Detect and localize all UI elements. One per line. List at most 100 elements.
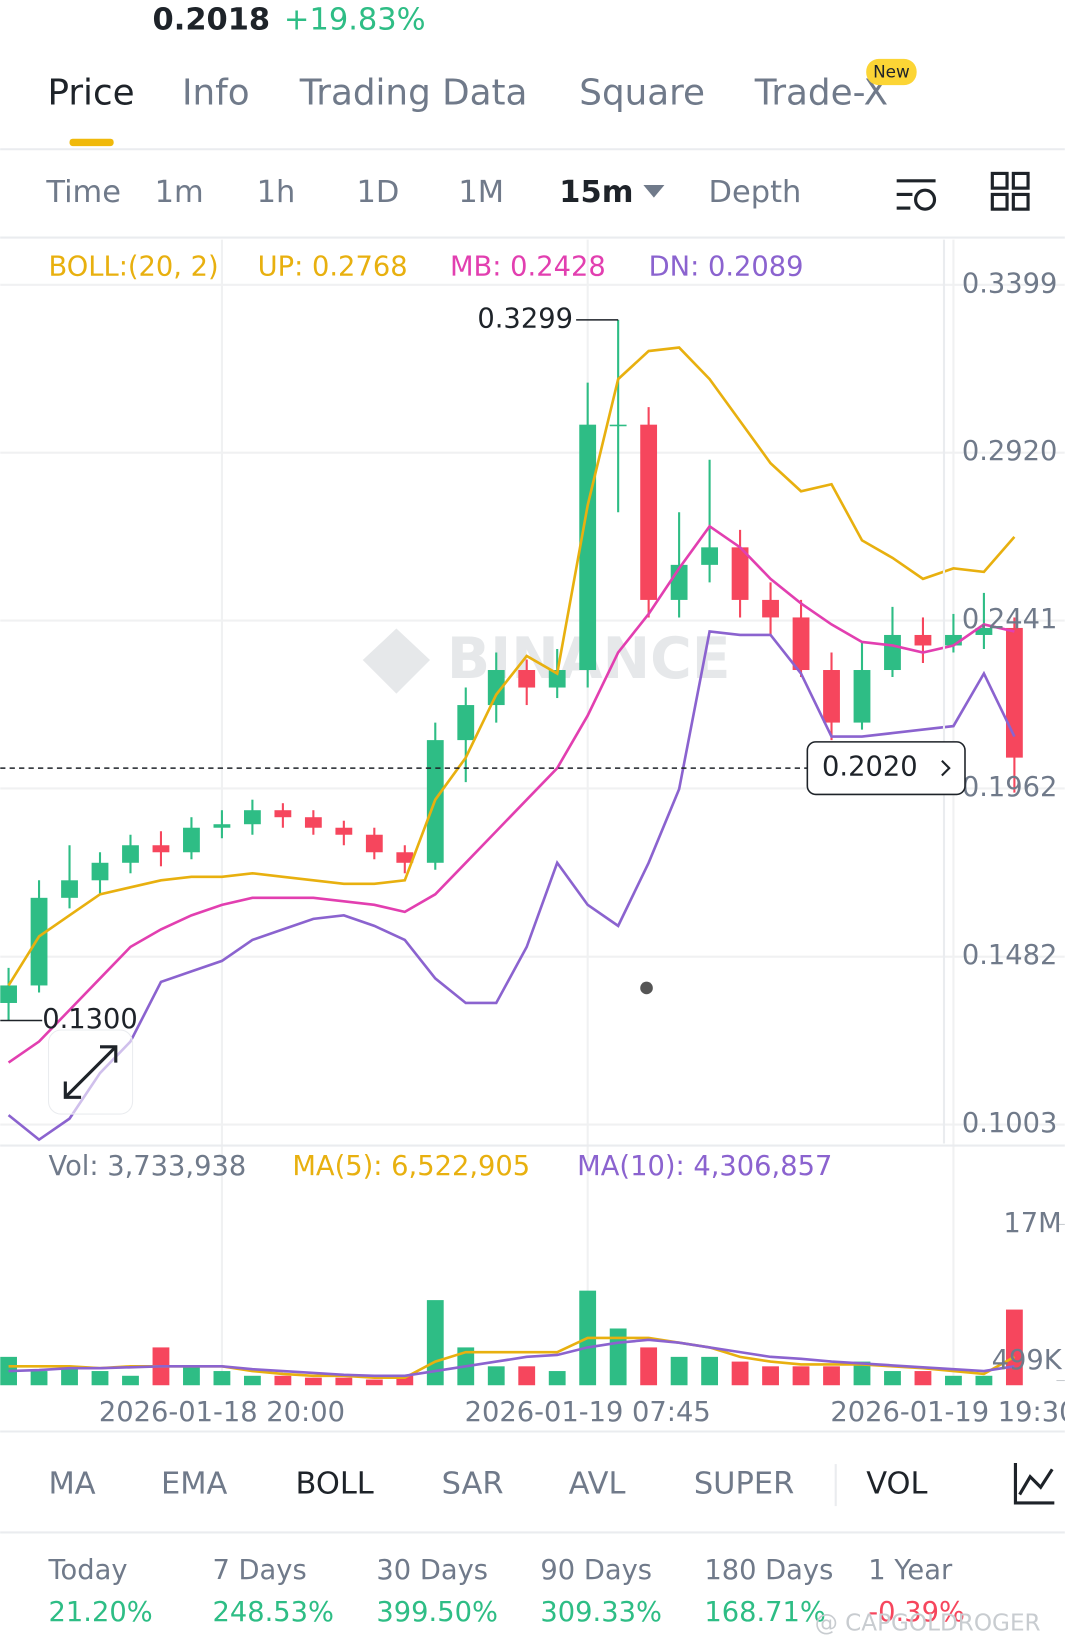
candle-body	[243, 810, 261, 825]
volume-bar	[731, 1361, 749, 1386]
interval[interactable]: 1M	[458, 175, 504, 210]
volume-bar	[975, 1375, 993, 1386]
interval[interactable]: 15m	[559, 175, 633, 210]
tab-underline	[69, 138, 114, 147]
candle-body	[731, 547, 749, 600]
volume-bar	[762, 1366, 779, 1386]
interval[interactable]: 1D	[356, 175, 399, 210]
volume-bar	[914, 1371, 932, 1386]
candle-body	[518, 670, 536, 688]
expand-icon[interactable]	[63, 1045, 118, 1099]
indicator[interactable]: SUPER	[694, 1467, 794, 1502]
vol-legend: MA(5): 6,522,905	[292, 1151, 530, 1182]
interval[interactable]: 1m	[155, 175, 204, 210]
tab[interactable]: Trading Data	[299, 73, 528, 114]
chart-icon[interactable]	[1013, 1463, 1055, 1505]
period-value: 168.71%	[704, 1597, 826, 1628]
boll-line	[7, 630, 1016, 1142]
volume-bar	[30, 1371, 48, 1386]
boll-legend: MB: 0.2428	[450, 252, 606, 283]
boll-legend: UP: 0.2768	[258, 252, 408, 283]
y-tick-label: 17M	[1003, 1208, 1061, 1239]
indicator[interactable]: VOL	[866, 1467, 927, 1502]
candle-body	[0, 985, 17, 1003]
x-tick-label: 2026-01-19 19:30	[830, 1397, 1065, 1428]
indicator[interactable]: BOLL	[295, 1467, 373, 1502]
period-label: 90 Days	[540, 1555, 652, 1586]
volume-bar	[335, 1377, 353, 1386]
y-tick-label: 0.3399	[962, 268, 1058, 299]
candle-body	[823, 670, 840, 723]
period-label: 7 Days	[212, 1555, 306, 1586]
candle-body	[945, 634, 962, 646]
settings-icon[interactable]	[896, 179, 937, 211]
badge	[866, 58, 917, 86]
interval[interactable]: 1h	[257, 175, 296, 210]
volume-bar	[122, 1375, 139, 1386]
tab[interactable]: Info	[182, 73, 250, 114]
candle-body	[1005, 627, 1023, 758]
volume-bar	[853, 1361, 871, 1386]
candle-body	[609, 424, 627, 427]
interval[interactable]: Time	[45, 175, 121, 210]
candle-body	[640, 424, 658, 600]
candle-body	[152, 845, 170, 853]
period-label: 1 Year	[868, 1555, 953, 1586]
volume-plot	[0, 1290, 1023, 1386]
tab[interactable]: Square	[579, 73, 705, 114]
layout-icon[interactable]	[990, 171, 1030, 211]
vol-legend: Vol: 3,733,938	[49, 1151, 247, 1182]
candle-body	[975, 627, 993, 635]
volume-bar	[487, 1366, 505, 1386]
candle-body	[853, 670, 871, 723]
candle-body	[304, 817, 322, 828]
candle-body	[884, 634, 901, 671]
indicator[interactable]: EMA	[161, 1467, 228, 1502]
period-value: 399.50%	[376, 1597, 498, 1628]
candle-body	[61, 880, 78, 898]
x-tick-label: 2026-01-19 07:45	[465, 1397, 711, 1428]
candle-body	[30, 897, 48, 986]
tab[interactable]: Price	[47, 73, 134, 114]
candle-body	[487, 670, 505, 706]
dropdown-icon[interactable]	[643, 184, 665, 198]
indicator[interactable]: AVL	[569, 1467, 626, 1502]
chevron	[941, 760, 951, 777]
candle-body	[122, 845, 139, 863]
candle-body	[396, 852, 414, 863]
volume-bar	[396, 1375, 414, 1386]
boll-line	[7, 346, 1016, 987]
vol-legend: MA(10): 4,306,857	[577, 1151, 832, 1182]
volume-bar	[0, 1356, 17, 1386]
candle-body	[762, 599, 779, 618]
interval[interactable]: Depth	[709, 175, 802, 210]
volume-bar	[884, 1371, 901, 1386]
performance: Today 21.20% 7 Days 248.53% 30 Days 399.50% 90…	[48, 1555, 965, 1628]
volume-bar	[640, 1347, 658, 1386]
high-marker-label: 0.3299	[477, 303, 573, 334]
volume-bar	[548, 1371, 566, 1386]
period-label: Today	[48, 1555, 128, 1586]
price-change: +19.83%	[284, 3, 426, 38]
candle-body	[548, 670, 566, 688]
period-label: 180 Days	[704, 1555, 833, 1586]
y-tick-label: 0.1003	[962, 1108, 1058, 1139]
y-tick-label: 0.2441	[962, 604, 1058, 635]
indicator[interactable]: SAR	[442, 1467, 504, 1502]
volume-bar	[518, 1366, 536, 1386]
indicator[interactable]: MA	[49, 1467, 96, 1502]
boll-legend: DN: 0.2089	[649, 252, 804, 283]
candle-body	[792, 617, 810, 671]
last-price-tag[interactable]	[806, 741, 966, 796]
period-value: 309.33%	[540, 1597, 662, 1628]
boll-line	[7, 524, 1015, 1064]
period-value: 248.53%	[212, 1597, 334, 1628]
candle-body	[579, 424, 597, 671]
badge-text: New	[873, 62, 910, 82]
period-value: 21.20%	[49, 1597, 153, 1628]
last-price-label: 0.2020	[822, 752, 918, 783]
candle-body	[365, 834, 383, 853]
tab[interactable]: Trade-X	[754, 73, 888, 114]
boll-legend: BOLL:(20, 2)	[49, 252, 219, 283]
